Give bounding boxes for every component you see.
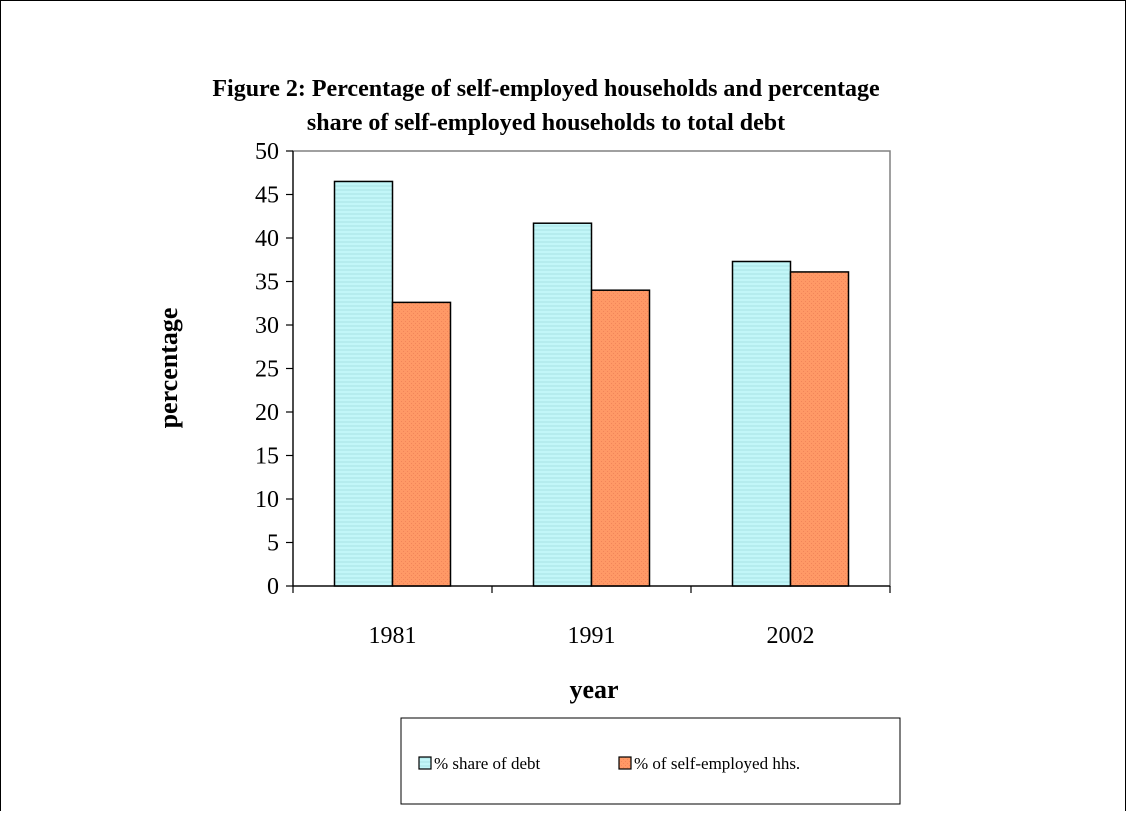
y-tick-label-0: 0 [267,574,279,600]
bar-share-of-debt-1991 [532,222,593,587]
y-tick-label-10: 10 [255,487,279,513]
chart-title: Figure 2: Percentage of self-employed ho… [212,76,880,102]
y-tick-label-25: 25 [255,357,279,383]
y-tick-label-15: 15 [255,444,279,470]
x-axis-title: year [569,675,618,704]
y-tick-label-45: 45 [255,183,279,209]
bar-self-employed-2002 [789,271,850,587]
legend-label-share-of-debt: % share of debt [434,754,540,773]
y-tick-label-35: 35 [255,270,279,296]
y-tick-label-5: 5 [267,531,279,557]
legend-box [400,717,901,805]
x-tick-label-1981: 1981 [369,623,417,649]
bar-share-of-debt-2002 [731,260,792,587]
legend: % share of debt % of self-employed hhs. [400,717,901,805]
y-axis-title: percentage [154,308,183,429]
legend-swatch-self-employed [618,756,632,770]
x-tick-label-1991: 1991 [568,623,616,649]
legend-label-self-employed: % of self-employed hhs. [634,754,800,773]
y-tick-label-30: 30 [255,313,279,339]
bar-self-employed-1991 [590,289,651,587]
y-tick-label-20: 20 [255,400,279,426]
x-tick-label-2002: 2002 [767,623,815,649]
y-tick-label-50: 50 [255,139,279,165]
y-tick-label-40: 40 [255,226,279,252]
axes-layer: 1981 1991 2002 0 5 10 15 20 25 30 35 40 45 50 [255,139,891,649]
bars-layer [333,180,850,587]
bar-share-of-debt-1981 [333,180,394,587]
bar-self-employed-1981 [391,301,452,587]
chart-subtitle: share of self-employed households to tot… [307,110,785,136]
legend-swatch-share-of-debt [418,756,432,770]
